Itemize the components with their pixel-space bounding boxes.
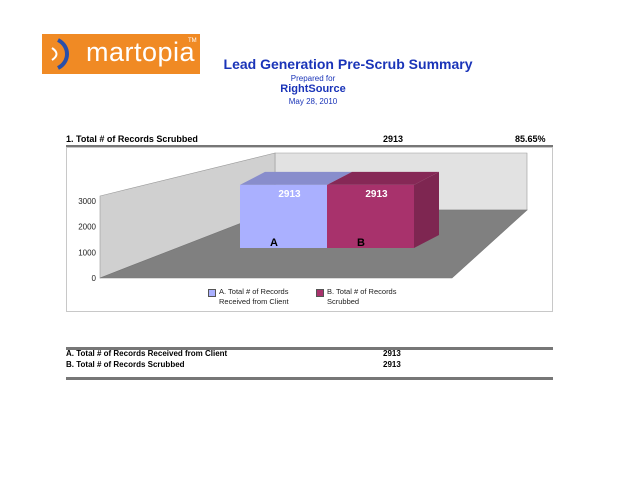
details-bottom-divider (66, 377, 553, 380)
bar-side-face (414, 171, 439, 248)
detail-row-a-value: 2913 (383, 349, 401, 358)
bar-b (327, 184, 414, 248)
martopia-logo: martopia TM (42, 34, 200, 74)
summary-percent: 85.65% (515, 134, 546, 144)
summary-divider (66, 145, 553, 147)
category-label: A (270, 237, 278, 249)
report-title: Lead Generation Pre-Scrub Summary (223, 56, 473, 72)
chart-container: 0 1000 2000 3000 2913 A 2913 B A. Total # of R… (66, 147, 553, 312)
legend-swatch-b (316, 289, 324, 297)
summary-label: 1. Total # of Records Scrubbed (66, 134, 198, 144)
detail-row-b-label: B. Total # of Records Scrubbed (66, 360, 185, 369)
legend-swatch-a (208, 289, 216, 297)
summary-value: 2913 (383, 134, 404, 144)
report-date: May 28, 2010 (288, 97, 338, 106)
legend-label-a: A. Total # of Records Received from Clie… (219, 287, 289, 306)
logo-trademark: TM (188, 38, 197, 44)
details-top-divider (66, 347, 553, 350)
legend-label-b: B. Total # of Records Scrubbed (327, 287, 397, 306)
y-tick-label: 2000 (78, 223, 96, 232)
logo-text: martopia (86, 37, 196, 67)
detail-row-a-label: A. Total # of Records Received from Clie… (66, 349, 228, 358)
bar-data-label: 2913 (278, 189, 301, 200)
category-label: B (357, 237, 365, 249)
prepared-for-label: Prepared for (290, 74, 336, 83)
client-name: RightSource (280, 83, 346, 95)
y-tick-label: 0 (92, 274, 97, 283)
bar-top-face (240, 171, 352, 185)
bar-data-label: 2913 (365, 189, 388, 200)
y-tick-label: 1000 (78, 248, 96, 257)
detail-row-b-value: 2913 (383, 360, 401, 369)
y-tick-label: 3000 (78, 197, 96, 206)
bar-top-face (327, 171, 439, 185)
bar-a (240, 184, 327, 248)
logo-mark-icon (51, 38, 69, 70)
chart-svg: 0 1000 2000 3000 2913 A 2913 B (78, 152, 528, 283)
